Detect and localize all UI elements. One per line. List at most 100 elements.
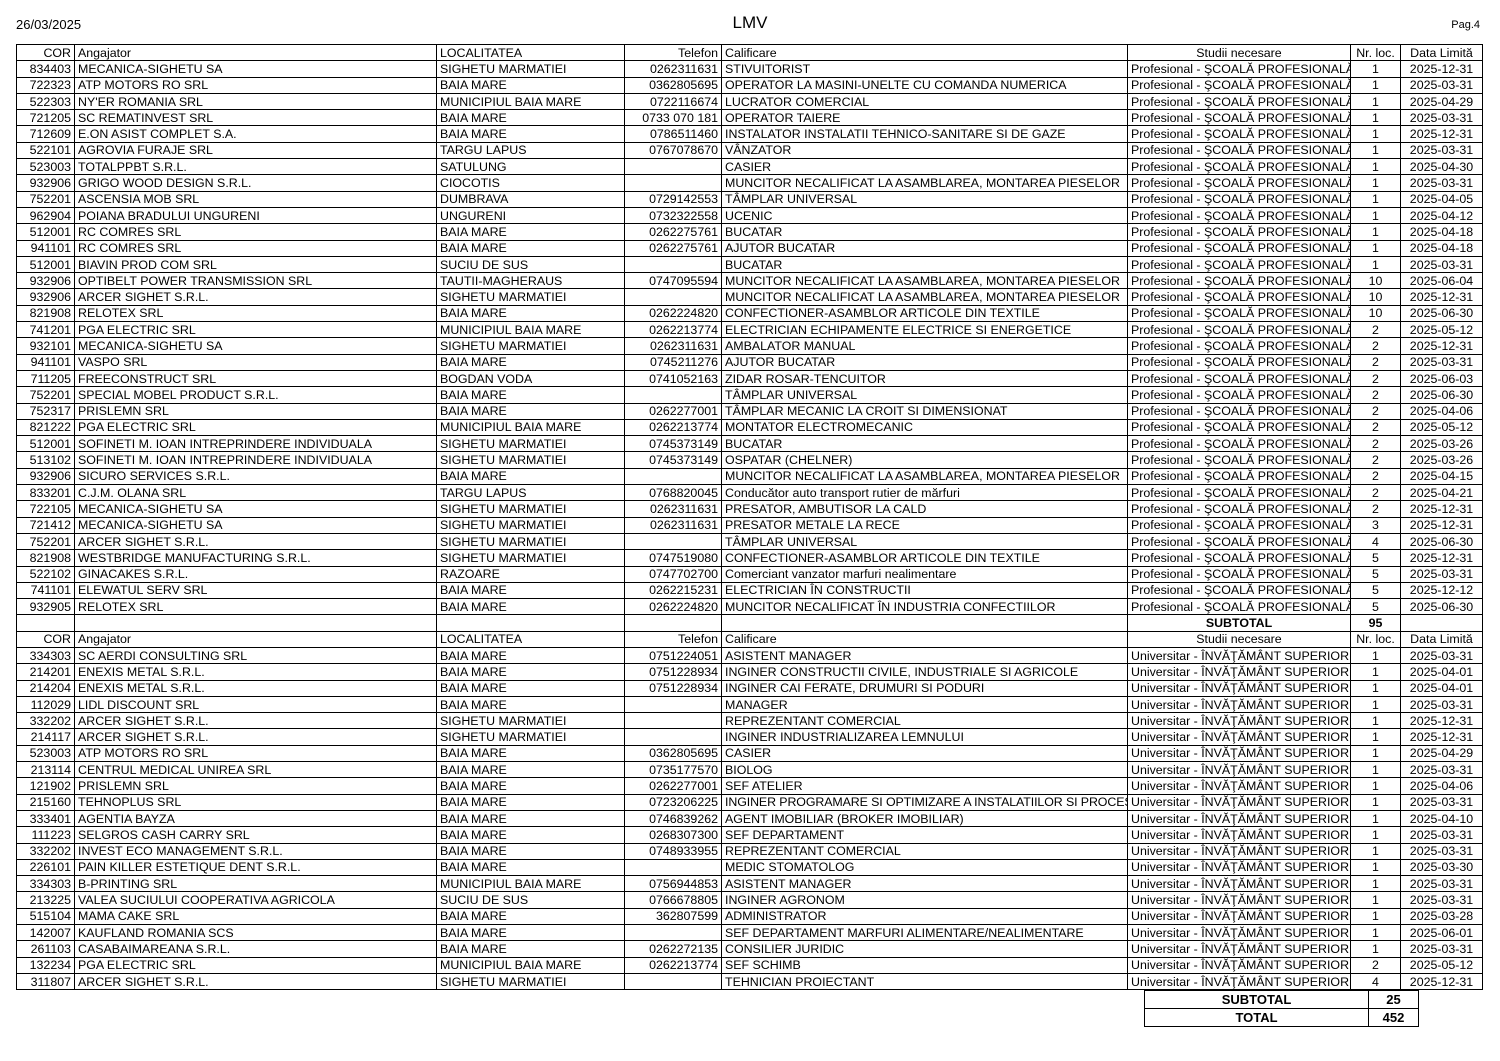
cell-telefon: 0751228934 bbox=[624, 663, 722, 681]
column-header-telefon[interactable]: Telefon bbox=[624, 43, 722, 62]
subtotal-empty-cell bbox=[624, 614, 722, 632]
table-row: 821908 WESTBRIDGE MANUFACTURING S.R.L. SIG… bbox=[16, 549, 1483, 567]
cell-angajator: RC COMRES SRL bbox=[74, 239, 437, 257]
cell-data-limita: 2025-04-01 bbox=[1400, 679, 1483, 697]
cell-localitatea: BAIA MARE bbox=[436, 826, 625, 844]
cell-nr-loc: 1 bbox=[1350, 223, 1401, 241]
table-row: 512001 RC COMRES SRL BAIA MARE 0262275761 BU… bbox=[16, 223, 1483, 241]
cell-angajator: RC COMRES SRL bbox=[74, 223, 437, 241]
cell-telefon bbox=[624, 695, 722, 714]
cell-calificare: ADMINISTRATOR bbox=[721, 907, 1128, 926]
column-header-cor[interactable]: COR bbox=[16, 630, 75, 648]
cell-localitatea: BAIA MARE bbox=[436, 761, 625, 779]
cell-calificare: STIVUITORIST bbox=[721, 60, 1128, 78]
cell-localitatea: BAIA MARE bbox=[436, 679, 625, 697]
cell-nr-loc: 2 bbox=[1350, 418, 1401, 437]
cell-angajator: PAIN KILLER ESTETIQUE DENT S.R.L. bbox=[74, 858, 437, 877]
table-row: 932906 SICURO SERVICES S.R.L. BAIA MARE MUN… bbox=[16, 467, 1483, 486]
total-label: TOTAL bbox=[1144, 1008, 1369, 1028]
table-row: 523003 TOTALPPBT S.R.L. SATULUNG CASIER Prof… bbox=[16, 158, 1483, 176]
cell-calificare: MUNCITOR NECALIFICAT LA ASAMBLAREA, MONT… bbox=[721, 467, 1128, 486]
cell-data-limita: 2025-03-31 bbox=[1400, 842, 1483, 860]
table-row: 741101 ELEWATUL SERV SRL BAIA MARE 02622152… bbox=[16, 581, 1483, 600]
cell-telefon bbox=[624, 174, 722, 192]
subtotal-value: 95 bbox=[1350, 614, 1401, 632]
column-header-data-limita[interactable]: Data Limită bbox=[1400, 630, 1483, 648]
column-header-calificare[interactable]: Calificare bbox=[721, 43, 1128, 62]
column-header-nr-loc[interactable]: Nr. loc. bbox=[1350, 43, 1401, 62]
cell-cor: 741201 bbox=[16, 321, 75, 339]
cell-cor: 142007 bbox=[16, 924, 75, 942]
cell-localitatea: MUNICIPIUL BAIA MARE bbox=[436, 875, 625, 893]
cell-calificare: BIOLOG bbox=[721, 761, 1128, 779]
cell-telefon: 0767078670 bbox=[624, 141, 722, 160]
cell-calificare: TÂMPLAR MECANIC LA CROIT SI DIMENSIONAT bbox=[721, 402, 1128, 420]
cell-telefon bbox=[624, 255, 722, 274]
cell-nr-loc: 1 bbox=[1350, 646, 1401, 665]
cell-angajator: SPECIAL MOBEL PRODUCT S.R.L. bbox=[74, 386, 437, 404]
grand-totals-table: SUBTOTAL 25 TOTAL 452 bbox=[1144, 990, 1419, 1028]
cell-nr-loc: 1 bbox=[1350, 712, 1401, 730]
cell-studii: Universitar - ÎNVĂŢĂMÂNT SUPERIOR bbox=[1127, 875, 1351, 893]
cell-telefon bbox=[624, 972, 722, 991]
cell-angajator: ASCENSIA MOB SRL bbox=[74, 190, 437, 208]
cell-telefon bbox=[624, 288, 722, 306]
cell-studii: Profesional - ŞCOALĂ PROFESIONALĂ bbox=[1127, 565, 1351, 583]
cell-nr-loc: 1 bbox=[1350, 793, 1401, 811]
cell-nr-loc: 1 bbox=[1350, 777, 1401, 795]
column-header-telefon[interactable]: Telefon bbox=[624, 630, 722, 648]
cell-nr-loc: 2 bbox=[1350, 321, 1401, 339]
cell-angajator: CASABAIMAREANA S.R.L. bbox=[74, 940, 437, 958]
cell-localitatea: BAIA MARE bbox=[436, 663, 625, 681]
column-header-calificare[interactable]: Calificare bbox=[721, 630, 1128, 648]
cell-data-limita: 2025-03-31 bbox=[1400, 255, 1483, 274]
column-header-cor[interactable]: COR bbox=[16, 43, 75, 62]
cell-studii: Universitar - ÎNVĂŢĂMÂNT SUPERIOR bbox=[1127, 858, 1351, 877]
cell-data-limita: 2025-12-31 bbox=[1400, 337, 1483, 355]
table-row: 213225 VALEA SUCIULUI COOPERATIVA AGRICOL… bbox=[16, 891, 1483, 909]
cell-data-limita: 2025-12-31 bbox=[1400, 549, 1483, 567]
table-row: 512001 SOFINETI M. IOAN INTREPRINDERE IND… bbox=[16, 435, 1483, 453]
cell-cor: 333401 bbox=[16, 809, 75, 828]
cell-cor: 334303 bbox=[16, 875, 75, 893]
cell-localitatea: BAIA MARE bbox=[436, 924, 625, 942]
cell-cor: 932905 bbox=[16, 598, 75, 616]
column-header-studii[interactable]: Studii necesare bbox=[1127, 43, 1351, 62]
cell-data-limita: 2025-03-31 bbox=[1400, 646, 1483, 665]
column-header-angajator[interactable]: Angajator bbox=[74, 43, 437, 62]
cell-studii: Profesional - ŞCOALĂ PROFESIONALĂ bbox=[1127, 141, 1351, 160]
cell-telefon: 0786511460 bbox=[624, 125, 722, 143]
cell-angajator: MECANICA-SIGHETU SA bbox=[74, 60, 437, 78]
column-header-angajator[interactable]: Angajator bbox=[74, 630, 437, 648]
cell-studii: Profesional - ŞCOALĂ PROFESIONALĂ bbox=[1127, 190, 1351, 208]
cell-localitatea: BAIA MARE bbox=[436, 76, 625, 94]
cell-studii: Universitar - ÎNVĂŢĂMÂNT SUPERIOR bbox=[1127, 744, 1351, 763]
cell-studii: Universitar - ÎNVĂŢĂMÂNT SUPERIOR bbox=[1127, 646, 1351, 665]
cell-calificare: ZIDAR ROSAR-TENCUITOR bbox=[721, 369, 1128, 388]
cell-studii: Universitar - ÎNVĂŢĂMÂNT SUPERIOR bbox=[1127, 940, 1351, 958]
cell-telefon: 0741052163 bbox=[624, 369, 722, 388]
table-row: 712609 E.ON ASIST COMPLET S.A. BAIA MARE 07… bbox=[16, 125, 1483, 143]
column-header-localitatea[interactable]: LOCALITATEA bbox=[436, 630, 625, 648]
cell-nr-loc: 5 bbox=[1350, 549, 1401, 567]
column-header-studii[interactable]: Studii necesare bbox=[1127, 630, 1351, 648]
cell-calificare: ELECTRICIAN ÎN CONSTRUCTII bbox=[721, 581, 1128, 600]
cell-nr-loc: 1 bbox=[1350, 907, 1401, 926]
cell-telefon: 0722116674 bbox=[624, 92, 722, 111]
total-row: TOTAL 452 bbox=[1144, 1008, 1419, 1028]
cell-data-limita: 2025-06-30 bbox=[1400, 304, 1483, 323]
cell-data-limita: 2025-03-31 bbox=[1400, 141, 1483, 160]
column-header-data-limita[interactable]: Data Limită bbox=[1400, 43, 1483, 62]
cell-localitatea: BAIA MARE bbox=[436, 777, 625, 795]
page-number: Pag.4 bbox=[1451, 19, 1480, 31]
cell-calificare: MUNCITOR NECALIFICAT LA ASAMBLAREA, MONT… bbox=[721, 288, 1128, 306]
cell-calificare: ASISTENT MANAGER bbox=[721, 875, 1128, 893]
cell-nr-loc: 10 bbox=[1350, 288, 1401, 306]
cell-studii: Universitar - ÎNVĂŢĂMÂNT SUPERIOR bbox=[1127, 728, 1351, 746]
column-header-nr-loc[interactable]: Nr. loc. bbox=[1350, 630, 1401, 648]
cell-localitatea: BAIA MARE bbox=[436, 793, 625, 811]
cell-nr-loc: 1 bbox=[1350, 924, 1401, 942]
cell-telefon: 0262277001 bbox=[624, 402, 722, 420]
cell-cor: 821908 bbox=[16, 549, 75, 567]
column-header-localitatea[interactable]: LOCALITATEA bbox=[436, 43, 625, 62]
